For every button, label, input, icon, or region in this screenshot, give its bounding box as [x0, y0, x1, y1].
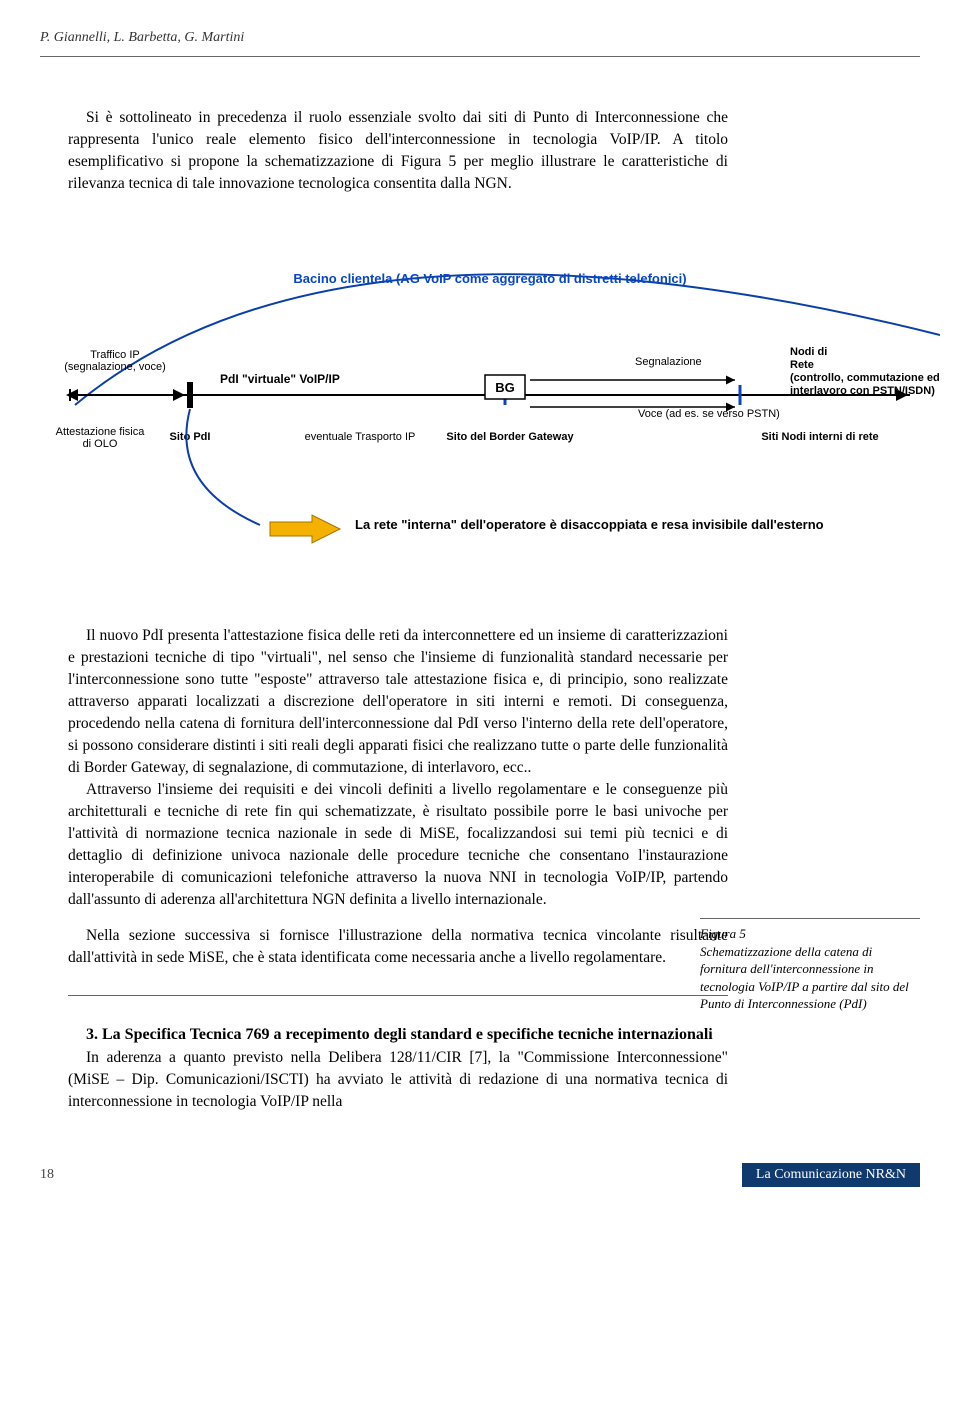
- paragraph-4: Nella sezione successiva si fornisce l'i…: [68, 925, 728, 969]
- svg-text:(segnalazione, voce): (segnalazione, voce): [64, 361, 166, 373]
- svg-text:eventuale Trasporto IP: eventuale Trasporto IP: [305, 431, 416, 443]
- figure-5-svg: Bacino clientela (AG VoIP come aggregato…: [40, 225, 940, 585]
- svg-text:Rete: Rete: [790, 359, 814, 371]
- svg-text:Sito PdI: Sito PdI: [170, 431, 211, 443]
- page-footer: 18 La Comunicazione NR&N: [0, 1163, 960, 1187]
- paragraph-3: Attraverso l'insieme dei requisiti e dei…: [68, 779, 728, 911]
- section-rule: [68, 995, 728, 996]
- intro-block: Si è sottolineato in precedenza il ruolo…: [68, 107, 728, 195]
- section-3-title: 3. La Specifica Tecnica 769 a recepiment…: [68, 1024, 728, 1047]
- svg-text:Attestazione fisica: Attestazione fisica: [56, 426, 146, 438]
- svg-text:PdI "virtuale" VoIP/IP: PdI "virtuale" VoIP/IP: [220, 372, 340, 386]
- journal-name: La Comunicazione NR&N: [742, 1163, 920, 1187]
- svg-text:Nodi di: Nodi di: [790, 346, 827, 358]
- svg-text:Voce (ad es. se verso PSTN): Voce (ad es. se verso PSTN): [638, 408, 780, 420]
- svg-text:Bacino clientela (AG VoIP come: Bacino clientela (AG VoIP come aggregato…: [293, 271, 686, 286]
- header-authors: P. Giannelli, L. Barbetta, G. Martini: [40, 30, 920, 46]
- svg-text:Traffico IP: Traffico IP: [90, 349, 140, 361]
- paragraph-2: Il nuovo PdI presenta l'attestazione fis…: [68, 625, 728, 779]
- svg-text:Siti Nodi interni di rete: Siti Nodi interni di rete: [761, 431, 878, 443]
- figure-5: Bacino clientela (AG VoIP come aggregato…: [40, 225, 940, 585]
- caption-text: Schematizzazione della catena di fornitu…: [700, 944, 909, 1012]
- main-block: Il nuovo PdI presenta l'attestazione fis…: [68, 625, 728, 1113]
- page-number: 18: [40, 1167, 54, 1183]
- svg-text:La rete "interna" dell'operato: La rete "interna" dell'operatore è disac…: [355, 517, 824, 532]
- svg-text:Sito del Border Gateway: Sito del Border Gateway: [446, 431, 574, 443]
- figure-5-caption: Figura 5 Schematizzazione della catena d…: [700, 918, 920, 1013]
- paragraph-5: In aderenza a quanto previsto nella Deli…: [68, 1047, 728, 1113]
- caption-title: Figura 5: [700, 926, 746, 941]
- caption-rule: [700, 918, 920, 919]
- paragraph-1: Si è sottolineato in precedenza il ruolo…: [68, 107, 728, 195]
- svg-text:BG: BG: [495, 380, 515, 395]
- page: P. Giannelli, L. Barbetta, G. Martini Si…: [0, 0, 960, 1133]
- svg-text:di OLO: di OLO: [83, 438, 118, 450]
- svg-text:(controllo, commutazione ed: (controllo, commutazione ed: [790, 372, 940, 384]
- svg-text:Segnalazione: Segnalazione: [635, 356, 702, 368]
- header-rule: [40, 56, 920, 57]
